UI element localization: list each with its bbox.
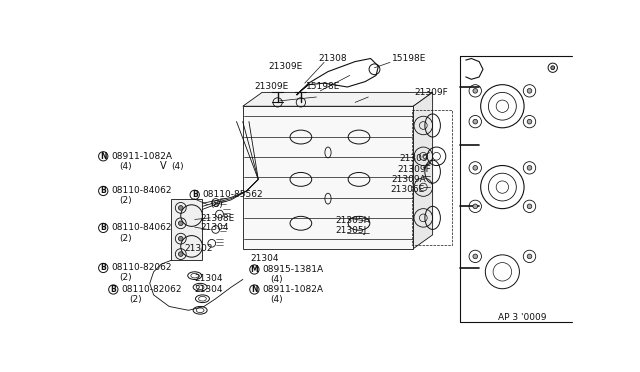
Circle shape [527, 89, 532, 93]
Polygon shape [243, 92, 433, 106]
Text: (2): (2) [119, 196, 131, 205]
Text: 21304: 21304 [250, 254, 279, 263]
Circle shape [527, 119, 532, 124]
Text: B: B [100, 224, 106, 232]
Circle shape [527, 166, 532, 170]
Text: 21309A: 21309A [392, 175, 426, 184]
Text: 21304: 21304 [195, 274, 223, 283]
Text: N: N [251, 285, 258, 294]
Circle shape [473, 119, 477, 124]
Text: 08110-84062: 08110-84062 [111, 224, 172, 232]
Circle shape [473, 254, 477, 259]
Polygon shape [413, 92, 433, 249]
Text: 21302: 21302 [184, 244, 213, 253]
Polygon shape [243, 106, 413, 249]
Text: V: V [160, 161, 166, 171]
Circle shape [179, 206, 183, 210]
Polygon shape [172, 199, 202, 260]
Text: 21308E: 21308E [200, 214, 234, 223]
Text: 08911-1082A: 08911-1082A [111, 152, 172, 161]
Text: 08110-82062: 08110-82062 [121, 285, 182, 294]
Text: 21304: 21304 [200, 224, 228, 232]
Circle shape [179, 252, 183, 256]
Text: (2): (2) [129, 295, 141, 304]
Text: 08110-85562: 08110-85562 [202, 190, 263, 199]
Text: 21306E: 21306E [390, 185, 424, 194]
Text: (4): (4) [172, 162, 184, 171]
Text: 21309F: 21309F [415, 88, 449, 97]
Text: M: M [250, 265, 259, 274]
Text: (4): (4) [270, 275, 282, 284]
Circle shape [179, 221, 183, 225]
Text: 21308: 21308 [319, 54, 348, 63]
Text: B: B [111, 285, 116, 294]
Circle shape [473, 89, 477, 93]
Text: 08110-84062: 08110-84062 [111, 186, 172, 195]
Text: 21304: 21304 [195, 285, 223, 294]
Text: 21309E: 21309E [254, 83, 289, 92]
Circle shape [473, 166, 477, 170]
Text: B: B [192, 190, 198, 199]
Circle shape [179, 236, 183, 241]
Text: 21309E: 21309E [268, 62, 303, 71]
Circle shape [473, 204, 477, 209]
Text: B: B [100, 186, 106, 195]
Text: (8): (8) [210, 200, 223, 209]
Text: (4): (4) [119, 162, 131, 171]
Text: 21305J: 21305J [336, 227, 367, 235]
Circle shape [551, 66, 555, 70]
Text: 08911-1082A: 08911-1082A [262, 285, 323, 294]
Text: N: N [100, 152, 106, 161]
Text: B: B [100, 263, 106, 272]
Text: 15198E: 15198E [307, 83, 340, 92]
Text: (2): (2) [119, 234, 131, 243]
Circle shape [527, 204, 532, 209]
Text: (2): (2) [119, 273, 131, 282]
Text: AP 3 '0009: AP 3 '0009 [499, 313, 547, 322]
Text: 21305H: 21305H [336, 216, 371, 225]
Text: 21309: 21309 [399, 154, 428, 163]
Text: 15198E: 15198E [392, 54, 426, 63]
Text: 08110-82062: 08110-82062 [111, 263, 172, 272]
Text: (4): (4) [270, 295, 282, 304]
Circle shape [527, 254, 532, 259]
Text: 08915-1381A: 08915-1381A [262, 265, 323, 274]
Text: 21309F: 21309F [397, 165, 431, 174]
